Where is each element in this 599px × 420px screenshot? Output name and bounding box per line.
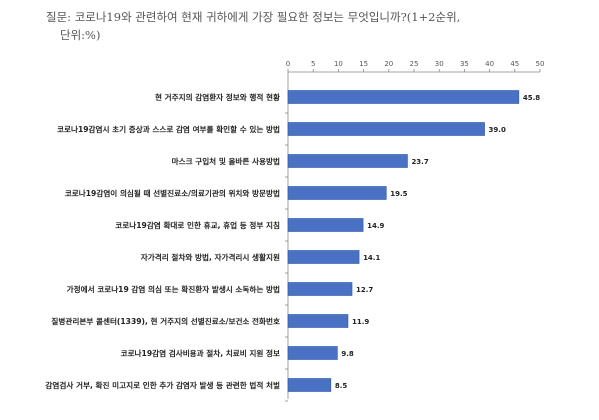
- category-label: 자가격리 절차와 방법, 자가격리시 생활지원: [141, 252, 280, 262]
- bar: [287, 90, 520, 104]
- bar: [287, 346, 338, 360]
- category-label: 감염검사 거부, 확진 미고지로 인한 추가 감염자 발생 등 관련한 법적 처…: [45, 380, 280, 390]
- unit-line: 단위:%): [60, 28, 101, 42]
- x-tick-label: 35: [460, 60, 469, 68]
- x-tick-label: 20: [384, 60, 393, 68]
- data-label: 8.5: [335, 382, 348, 390]
- x-tick-label: 45: [510, 60, 519, 68]
- bar: [287, 378, 332, 392]
- question-line: 질문: 코로나19와 관련하여 현재 귀하에게 가장 필요한 정보는 무엇입니까…: [46, 10, 461, 24]
- category-label: 코로나19감염 확대로 인한 휴교, 휴업 등 정부 지침: [115, 220, 280, 230]
- data-label: 14.1: [363, 254, 380, 262]
- x-tick-label: 50: [536, 60, 545, 68]
- x-tick-label: 25: [410, 60, 419, 68]
- question-text: 질문: 코로나19와 관련하여 현재 귀하에게 가장 필요한 정보는 무엇입니까…: [46, 8, 566, 44]
- data-label: 12.7: [356, 286, 373, 294]
- data-label: 23.7: [411, 158, 428, 166]
- x-tick-label: 40: [485, 60, 494, 68]
- category-label: 코로나19감염이 의심될 때 선별진료소/의료기관의 위치와 방문방법: [65, 188, 280, 198]
- category-label: 가정에서 코로나19 감염 의심 또는 확진환자 발생시 소독하는 방법: [67, 284, 280, 294]
- bar: [287, 122, 485, 136]
- data-label: 11.9: [352, 318, 369, 326]
- data-label: 14.9: [367, 222, 384, 230]
- bar: [287, 250, 360, 264]
- data-label: 39.0: [489, 126, 506, 134]
- bar: [287, 186, 387, 200]
- category-label: 마스크 구입처 및 올바른 사용방법: [172, 156, 280, 166]
- category-label: 코로나19감염시 초기 증상과 스스로 감염 여부를 확인할 수 있는 방법: [57, 124, 280, 134]
- x-tick-label: 15: [359, 60, 368, 68]
- data-label: 19.5: [390, 190, 407, 198]
- category-label: 현 거주지의 감염환자 정보와 행적 현황: [155, 92, 280, 102]
- bar: [287, 154, 408, 168]
- category-label: 질병관리본부 콜센터(1339), 현 거주지의 선별진료소/보건소 전화번호: [51, 316, 280, 326]
- bar: [287, 282, 353, 296]
- x-tick-label: 30: [435, 60, 444, 68]
- bar: [287, 218, 364, 232]
- data-label: 45.8: [523, 94, 540, 102]
- x-tick-label: 5: [311, 60, 315, 68]
- category-label: 코로나19감염 검사비용과 절차, 치료비 지원 정보: [121, 348, 280, 358]
- x-tick-label: 0: [286, 60, 290, 68]
- data-label: 9.8: [341, 350, 354, 358]
- bar: [287, 314, 349, 328]
- x-tick-label: 10: [334, 60, 343, 68]
